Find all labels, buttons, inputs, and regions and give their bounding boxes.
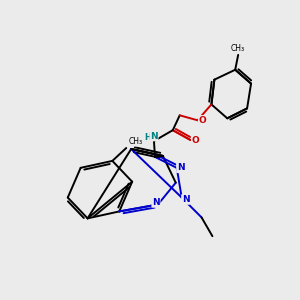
Text: N: N [177,163,184,172]
Text: N: N [150,132,158,141]
Text: CH₃: CH₃ [128,137,142,146]
Text: CH₃: CH₃ [231,44,245,53]
Text: N: N [182,195,190,204]
Text: N: N [152,198,160,207]
Text: H: H [145,133,152,142]
Text: O: O [199,116,206,125]
Text: O: O [192,136,200,145]
